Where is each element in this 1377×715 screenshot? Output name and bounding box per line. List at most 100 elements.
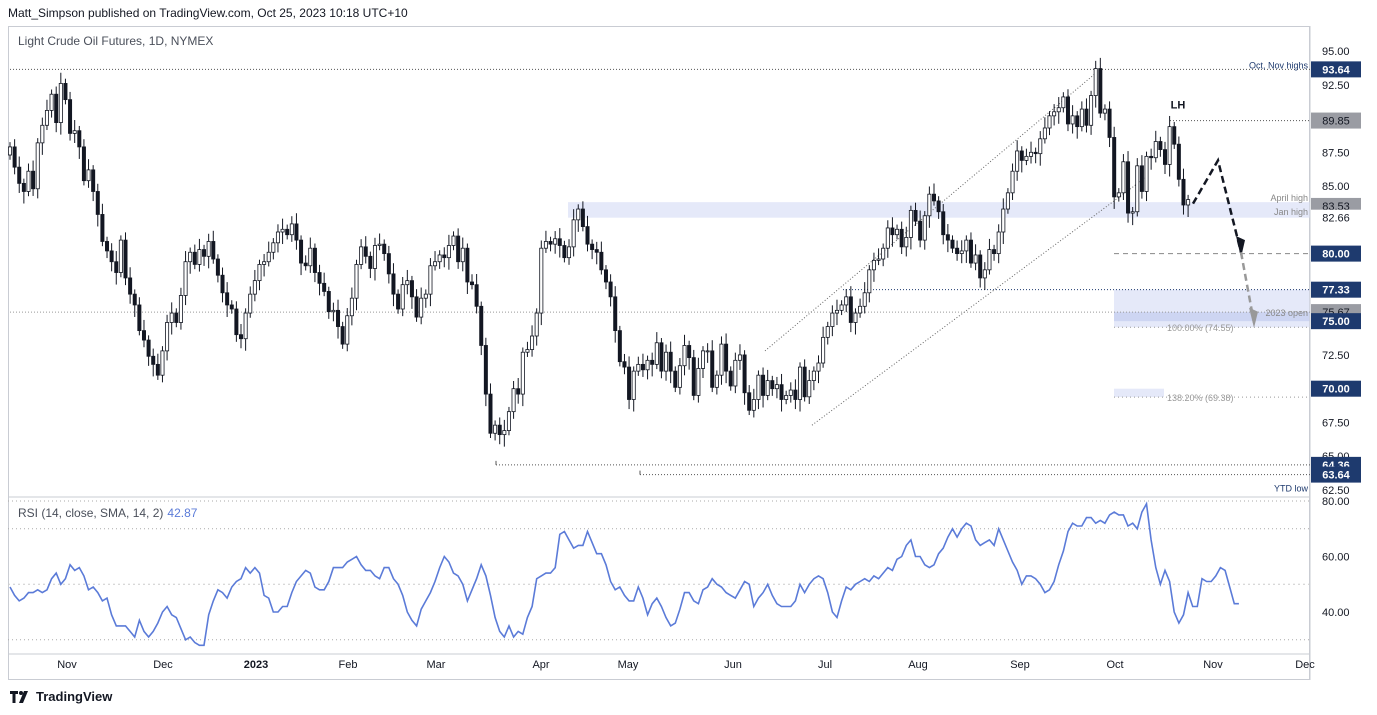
candle-down <box>1112 137 1117 198</box>
candle-up <box>811 370 816 381</box>
candle-down <box>673 370 678 388</box>
candle-up <box>830 312 835 327</box>
candle-down <box>114 261 119 273</box>
candle-down <box>497 424 502 436</box>
price-axis-tick: 87.50 <box>1322 147 1350 159</box>
candle-down <box>100 214 105 242</box>
candle-down <box>640 363 645 371</box>
time-axis-tick: Aug <box>908 659 928 671</box>
candle-down <box>968 239 973 264</box>
time-axis-tick: Sep <box>1010 659 1030 671</box>
candle-down <box>469 281 474 286</box>
candle-down <box>363 246 368 257</box>
candle-down <box>603 269 608 283</box>
candle-up <box>1130 211 1135 214</box>
candle-down <box>322 282 327 292</box>
candle-down <box>225 292 230 306</box>
price-tag <box>1311 313 1361 330</box>
candle-up <box>784 395 789 400</box>
candle-up <box>1047 115 1052 129</box>
candle-up <box>922 215 927 241</box>
candle-up <box>345 315 350 345</box>
candle-up <box>543 241 548 249</box>
candle-down <box>54 93 59 123</box>
candle-up <box>1056 107 1061 113</box>
candle-down <box>285 228 290 236</box>
price-axis-tick: 92.50 <box>1322 80 1350 92</box>
candle-up <box>349 297 354 317</box>
candle-down <box>368 255 373 269</box>
candle-up <box>183 261 188 296</box>
candle-up <box>719 343 724 376</box>
candle-up <box>807 380 812 398</box>
candle-down <box>340 326 345 345</box>
price-tag-label: 89.85 <box>1322 116 1350 128</box>
candle-up <box>493 424 498 434</box>
candle-down <box>220 274 225 294</box>
tradingview-footer[interactable]: TradingView <box>10 689 112 704</box>
candle-up <box>1010 170 1015 194</box>
candle-up <box>1038 138 1043 155</box>
candle-up <box>280 228 285 233</box>
candle-down <box>382 243 387 255</box>
time-axis-tick: Nov <box>1203 659 1223 671</box>
candle-down <box>899 228 904 248</box>
candle-up <box>331 309 336 313</box>
annotation-label: 138.20% (69.38) <box>1167 393 1234 403</box>
candle-down <box>91 169 96 192</box>
candle-down <box>590 243 595 250</box>
candle-up <box>511 388 516 413</box>
candle-down <box>479 305 484 346</box>
time-axis-tick: Jul <box>818 659 832 671</box>
candle-down <box>141 330 146 341</box>
candle-up <box>1144 155 1149 192</box>
candle-down <box>151 355 156 365</box>
candle-up <box>881 247 886 260</box>
price-tag <box>1311 112 1361 129</box>
candle-down <box>691 357 696 396</box>
candle-up <box>705 350 710 353</box>
candle-down <box>215 258 220 276</box>
candle-down <box>710 350 715 388</box>
rsi-axis-tick: 80.00 <box>1322 496 1350 508</box>
candle-up <box>206 241 211 257</box>
candle-up <box>118 239 123 273</box>
candle-down <box>936 200 941 213</box>
candle-up <box>271 242 276 253</box>
candle-up <box>35 142 40 190</box>
candle-up <box>876 258 881 261</box>
candle-up <box>405 280 410 286</box>
candle-up <box>7 146 12 156</box>
candle-down <box>516 388 521 395</box>
rsi-axis-tick: 40.00 <box>1322 607 1350 619</box>
annotation-label: LH <box>1171 100 1186 112</box>
candle-up <box>733 359 738 387</box>
candle-down <box>608 281 613 298</box>
time-axis-tick: Dec <box>153 659 173 671</box>
candle-down <box>456 235 461 263</box>
candle-down <box>483 345 488 395</box>
candle-down <box>414 296 419 318</box>
candle-up <box>1070 115 1075 125</box>
candle-up <box>160 350 165 376</box>
candle-up <box>1015 150 1020 172</box>
candle-up <box>737 354 742 361</box>
candle-up <box>44 110 49 126</box>
annotation-label: Jan high <box>1274 207 1308 217</box>
candle-down <box>668 351 673 372</box>
price-tag-label: 80.00 <box>1322 249 1350 261</box>
rsi-line <box>9 501 1239 647</box>
candle-up <box>927 193 932 217</box>
candle-up <box>423 293 428 299</box>
price-axis-tick: 67.50 <box>1322 417 1350 429</box>
candle-down <box>211 241 216 260</box>
candle-up <box>354 264 359 299</box>
price-tag <box>1311 61 1361 78</box>
candle-up <box>248 293 253 314</box>
candle-down <box>465 247 470 283</box>
candle-up <box>677 365 682 388</box>
candle-down <box>229 304 234 310</box>
candle-up <box>1121 161 1126 194</box>
candle-down <box>303 262 308 267</box>
